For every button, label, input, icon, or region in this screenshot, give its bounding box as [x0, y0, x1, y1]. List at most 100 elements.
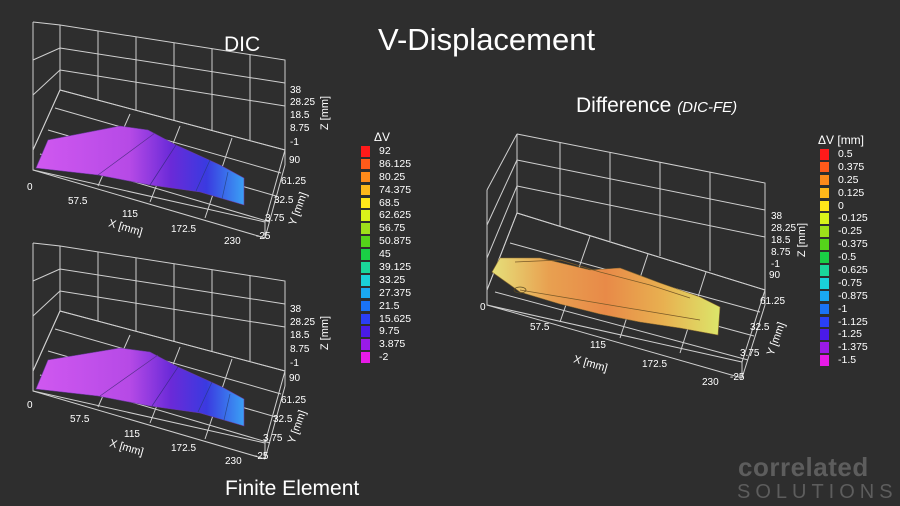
x-tick: 230 [224, 236, 241, 247]
legend-swatch [820, 355, 829, 366]
legend-swatch [361, 326, 370, 338]
fe-label: Finite Element [225, 477, 360, 500]
y-tick: -25 [730, 372, 745, 383]
legend-swatch [820, 239, 829, 250]
legend-swatch [820, 149, 829, 160]
z-tick: 38 [771, 211, 783, 222]
x-tick: 0 [27, 400, 33, 411]
y-tick: 32.5 [273, 414, 293, 425]
legend-swatch [820, 303, 829, 315]
y-tick: 3.75 [265, 213, 285, 224]
y-tick: 90 [289, 373, 301, 384]
legend-value: 15.625 [379, 312, 412, 325]
legend-value: 3.875 [379, 338, 406, 351]
z-tick: 38 [290, 85, 302, 96]
x-tick: 115 [122, 209, 138, 220]
legend-value: -0.375 [838, 238, 868, 251]
legend-value: -2 [379, 351, 389, 364]
z-tick: 8.75 [771, 247, 791, 258]
z-tick: 28.25 [290, 97, 316, 108]
z-tick: 18.5 [290, 330, 310, 341]
legend-swatch [361, 171, 370, 183]
x-tick: 0 [480, 302, 486, 313]
legend-value: -1.5 [838, 354, 857, 367]
y-tick: 3.75 [263, 433, 283, 444]
legend-swatch [361, 158, 370, 170]
y-tick: 32.5 [274, 195, 294, 206]
legend-value: 0 [838, 199, 844, 212]
legend-swatch [820, 290, 829, 302]
y-tick: 61.25 [281, 395, 307, 406]
legend-value: 0.25 [838, 173, 859, 186]
legend-swatch [820, 316, 829, 328]
legend-swatch [820, 329, 829, 341]
legend-value: -1.375 [838, 341, 868, 354]
legend-value: 74.375 [379, 183, 412, 196]
legend-value: 0.5 [838, 148, 853, 160]
legend-swatch [820, 213, 829, 225]
legend-swatch [361, 184, 370, 196]
x-tick: 115 [590, 340, 606, 351]
z-tick: 18.5 [771, 235, 791, 246]
x-tick: 0 [27, 182, 33, 193]
z-axis-label: Z [mm] [319, 315, 332, 351]
main-title: V-Displacement [378, 22, 596, 57]
legend-swatch [361, 236, 370, 247]
legend-value: -1.125 [838, 315, 868, 328]
y-tick: 32.5 [750, 322, 770, 333]
legend-value: -0.625 [838, 264, 868, 277]
company-logo-sub: SOLUTIONS [737, 481, 898, 503]
legend-value: 0.125 [838, 186, 865, 199]
legend-swatch [820, 200, 829, 212]
z-tick: -1 [771, 259, 780, 270]
legend-swatch [820, 161, 829, 173]
legend-swatch [361, 352, 370, 363]
legend-swatch [361, 262, 370, 273]
legend-value: 27.375 [379, 286, 412, 299]
y-tick: 61.25 [760, 296, 786, 307]
legend-value: 0.375 [838, 160, 865, 173]
y-tick: 3.75 [740, 348, 760, 359]
y-tick: 90 [289, 155, 301, 166]
legend-swatch [361, 339, 370, 350]
legend-swatch [820, 252, 829, 263]
legend-value: 92 [379, 145, 391, 157]
x-tick: 172.5 [642, 359, 668, 370]
legend-value: -1.25 [838, 328, 862, 341]
y-tick: 61.25 [281, 176, 307, 187]
legend-swatch [361, 274, 370, 286]
z-tick: 8.75 [290, 344, 310, 355]
legend-value: 80.25 [379, 170, 406, 183]
z-tick: 38 [290, 304, 302, 315]
z-tick: 28.25 [771, 223, 797, 234]
legend-swatch [361, 223, 370, 234]
legend-swatch [361, 197, 370, 209]
x-tick: 230 [225, 456, 242, 467]
legend-swatch [361, 313, 370, 325]
legend-swatch [820, 342, 829, 353]
diff-title: Difference (DIC-FE) [576, 94, 737, 118]
legend-value: 62.625 [379, 209, 412, 222]
z-tick: 18.5 [290, 110, 310, 121]
legend-value: -0.125 [838, 212, 868, 225]
z-tick: 8.75 [290, 123, 310, 134]
legend-value: 21.5 [379, 299, 400, 312]
z-tick: -1 [290, 137, 299, 148]
legend-swatch [361, 287, 370, 299]
x-tick: 230 [702, 377, 719, 388]
z-tick: -1 [290, 358, 299, 369]
legend-left-title: ΔV [374, 130, 391, 144]
x-tick: 172.5 [171, 443, 197, 454]
legend-swatch [820, 277, 829, 289]
legend-value: 56.75 [379, 222, 406, 235]
x-tick: 115 [124, 429, 140, 440]
y-tick: -25 [256, 231, 271, 242]
legend-value: -0.5 [838, 251, 857, 264]
legend-value: 9.75 [379, 325, 400, 338]
x-tick: 57.5 [68, 196, 88, 207]
legend-value: -0.75 [838, 276, 862, 289]
legend-value: 86.125 [379, 157, 412, 170]
legend-swatch [820, 265, 829, 276]
